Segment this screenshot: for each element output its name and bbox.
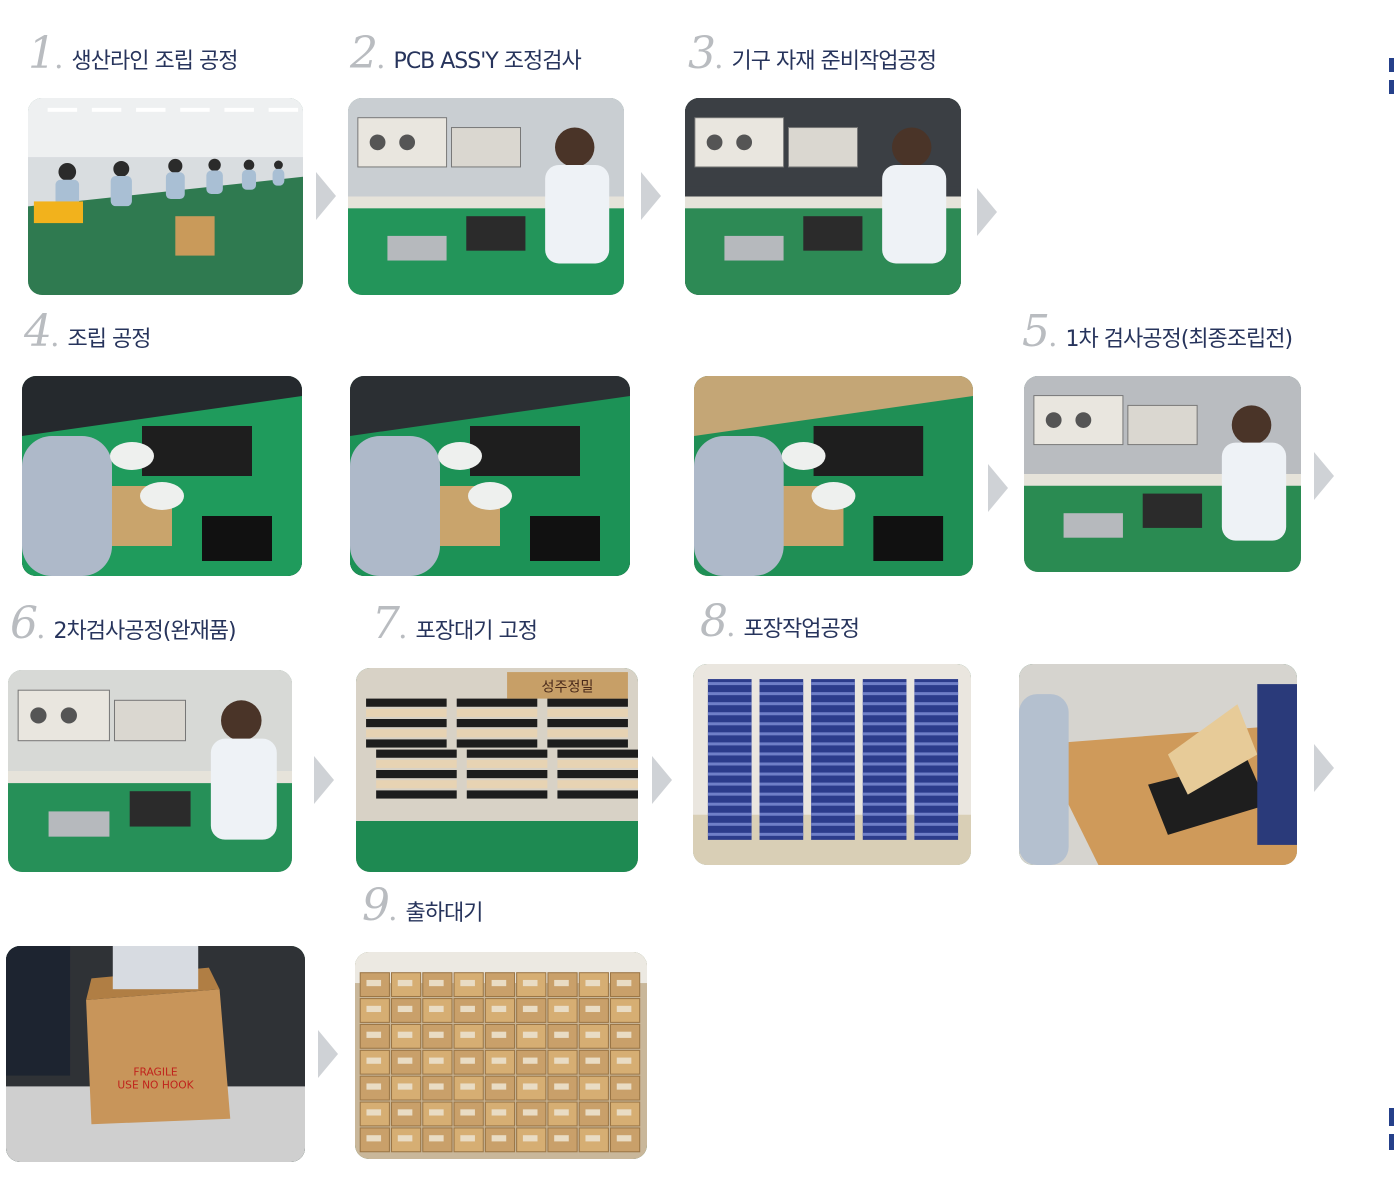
fragile-label-text: FRAGILE [133,1066,178,1079]
step-number: 3 [688,28,716,79]
step-label: 2차검사공정(완재품) [53,619,237,644]
flow-arrow [314,756,334,804]
first-inspection-photo [1024,376,1301,572]
step-label: 출하대기 [405,901,484,926]
parts-prep-photo [685,98,961,295]
step-number: 6 [10,598,38,649]
production-line-photo [28,98,303,295]
step-label: 포장작업공정 [743,617,860,642]
step-2-title: 2. PCB ASS'Y 조정검사 [350,28,582,79]
flow-arrow [641,172,661,220]
flow-arrow [1314,452,1334,500]
step-number: 9 [362,880,390,931]
step-6-title: 6. 2차검사공정(완재품) [10,598,237,649]
assembly-photo-3 [694,376,973,576]
step-3-title: 3. 기구 자재 준비작업공정 [688,28,937,79]
step-label: 기구 자재 준비작업공정 [731,49,937,74]
packing-work-photo-1 [693,664,971,865]
flow-arrow [652,756,672,804]
flow-arrow [316,172,336,220]
step-1-title: 1. 생산라인 조립 공정 [28,28,239,79]
step-8-title: 8. 포장작업공정 [700,596,860,647]
step-number: 1 [28,28,56,79]
pcb-inspection-photo [348,98,624,295]
step-number: 7 [372,598,400,649]
boxing-photo: FRAGILE USE NO HOOK [6,946,305,1162]
step-7-title: 7. 포장대기 고정 [372,598,538,649]
flow-arrow [1314,744,1334,792]
edge-mark [1389,1108,1394,1126]
step-label: 생산라인 조립 공정 [71,49,239,74]
packing-standby-photo: 성주정밀 [356,668,638,872]
step-number: 8 [700,596,728,647]
flow-arrow [988,464,1008,512]
hook-label-text: USE NO HOOK [117,1079,194,1092]
step-4-title: 4. 조립 공정 [24,306,152,357]
second-inspection-photo [8,670,292,872]
flow-arrow [977,188,997,236]
assembly-photo-1 [22,376,302,576]
flow-arrow [318,1030,338,1078]
assembly-photo-2 [350,376,630,576]
edge-mark [1389,80,1394,94]
step-number: 5 [1022,306,1050,357]
step-9-title: 9. 출하대기 [362,880,484,931]
edge-mark [1389,58,1394,72]
step-label: 1차 검사공정(최종조립전) [1065,327,1294,352]
step-label: 포장대기 고정 [415,619,538,644]
step-number: 2 [350,28,378,79]
step-number: 4 [24,306,52,357]
shipping-standby-photo [355,952,647,1159]
step-label: PCB ASS'Y 조정검사 [393,49,582,74]
step-label: 조립 공정 [67,327,152,352]
edge-mark [1389,1134,1394,1150]
carton-brand-text: 성주정밀 [542,679,594,695]
packing-work-photo-2 [1019,664,1297,865]
step-5-title: 5. 1차 검사공정(최종조립전) [1022,306,1294,357]
